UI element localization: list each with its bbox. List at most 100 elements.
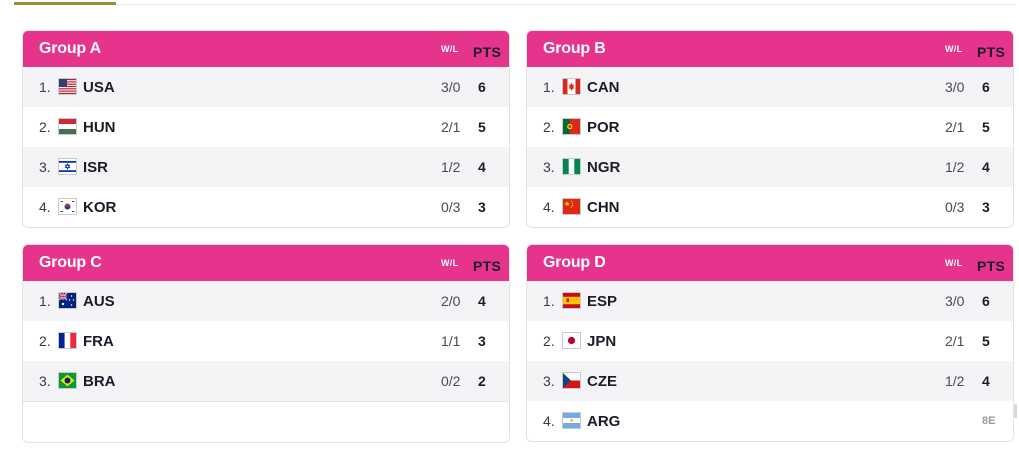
country-code: HUN <box>83 118 116 136</box>
standings-row[interactable]: 3. NGR 1/2 4 <box>527 147 1013 187</box>
standings-row[interactable]: 2. POR 2/1 5 <box>527 107 1013 147</box>
canada-flag-icon <box>562 78 581 95</box>
country-code: CZE <box>587 372 617 390</box>
rank: 3. <box>543 159 555 175</box>
points: 4 <box>982 373 990 389</box>
win-loss: 3/0 <box>945 293 965 309</box>
rank: 1. <box>39 293 51 309</box>
points: 8E <box>982 415 996 427</box>
rank: 2. <box>543 119 555 135</box>
rank: 1. <box>543 79 555 95</box>
country-code: NGR <box>587 158 621 176</box>
wl-column-header: W/L <box>945 258 963 268</box>
pts-column-header: PTS <box>977 44 1006 60</box>
group-header: Group A W/L PTS <box>23 31 509 67</box>
win-loss: 2/1 <box>441 119 461 135</box>
group-a-table: Group A W/L PTS 1. USA 3/0 6 2. HUN 2/1 <box>22 30 510 228</box>
country-code: ARG <box>587 412 621 430</box>
standings-row[interactable]: 2. FRA 1/1 3 <box>23 321 509 361</box>
rank: 1. <box>543 293 555 309</box>
standings-row[interactable]: 4. ARG 8E <box>527 401 1013 441</box>
win-loss: 0/3 <box>945 199 965 215</box>
rank: 4. <box>543 413 555 429</box>
points: 5 <box>982 333 990 349</box>
standings-row[interactable]: 1. CAN 3/0 6 <box>527 67 1013 107</box>
points: 5 <box>478 119 486 135</box>
points: 5 <box>982 119 990 135</box>
loading-fade-overlay <box>773 401 1013 441</box>
standings-row[interactable]: 1. AUS 2/0 4 <box>23 281 509 321</box>
points: 6 <box>982 293 990 309</box>
pts-column-header: PTS <box>473 44 502 60</box>
win-loss: 1/2 <box>945 373 965 389</box>
standings-row[interactable]: 3. CZE 1/2 4 <box>527 361 1013 401</box>
wl-column-header: W/L <box>441 44 459 54</box>
czechia-flag-icon <box>562 372 581 389</box>
tab-bar <box>0 0 1019 6</box>
win-loss: 2/0 <box>441 293 461 309</box>
japan-flag-icon <box>562 332 581 349</box>
rank: 4. <box>543 199 555 215</box>
country-code: ISR <box>83 158 109 176</box>
standings-row[interactable]: 4. KOR 0/3 3 <box>23 187 509 227</box>
standings-row[interactable]: 3. BRA 0/2 2 <box>23 361 509 401</box>
standings-row[interactable]: 3. ISR 1/2 4 <box>23 147 509 187</box>
group-title: Group D <box>543 254 606 271</box>
tab-divider <box>116 4 1016 5</box>
points: 2 <box>478 373 486 389</box>
group-header: Group B W/L PTS <box>527 31 1013 67</box>
standings-row[interactable]: 2. HUN 2/1 5 <box>23 107 509 147</box>
win-loss: 2/1 <box>945 333 965 349</box>
portugal-flag-icon <box>562 118 581 135</box>
rank: 3. <box>543 373 555 389</box>
pts-column-header: PTS <box>473 258 502 274</box>
pts-column-header: PTS <box>977 258 1006 274</box>
usa-flag-icon <box>58 78 77 95</box>
country-code: USA <box>83 78 115 96</box>
country-code: CAN <box>587 78 620 96</box>
win-loss: 1/1 <box>441 333 461 349</box>
spain-flag-icon <box>562 292 581 309</box>
group-title: Group C <box>39 254 102 271</box>
standings-row[interactable]: 4. CHN 0/3 3 <box>527 187 1013 227</box>
country-code: POR <box>587 118 620 136</box>
group-title: Group B <box>543 40 606 57</box>
wl-column-header: W/L <box>441 258 459 268</box>
group-c-table: Group C W/L PTS 1. AUS 2/0 4 2. FRA <box>22 244 510 443</box>
rank: 2. <box>39 119 51 135</box>
israel-flag-icon <box>58 158 77 175</box>
country-code: JPN <box>587 332 617 350</box>
group-header: Group D W/L PTS <box>527 245 1013 281</box>
group-header: Group C W/L PTS <box>23 245 509 281</box>
rank: 1. <box>39 79 51 95</box>
wl-column-header: W/L <box>945 44 963 54</box>
group-d-table: Group D W/L PTS 1. ESP 3/0 6 2. JPN 2/1 … <box>526 244 1014 442</box>
standings-row[interactable]: 1. USA 3/0 6 <box>23 67 509 107</box>
win-loss: 3/0 <box>441 79 461 95</box>
korea-flag-icon <box>58 198 77 215</box>
points: 3 <box>478 199 486 215</box>
win-loss: 3/0 <box>945 79 965 95</box>
rank: 4. <box>39 199 51 215</box>
standings-row[interactable]: 1. ESP 3/0 6 <box>527 281 1013 321</box>
win-loss: 1/2 <box>945 159 965 175</box>
win-loss: 1/2 <box>441 159 461 175</box>
group-title: Group A <box>39 40 101 57</box>
country-code: CHN <box>587 198 620 216</box>
points: 3 <box>478 333 486 349</box>
country-code: ESP <box>587 292 618 310</box>
group-b-table: Group B W/L PTS 1. CAN 3/0 6 2. POR 2/1 … <box>526 30 1014 228</box>
points: 6 <box>982 79 990 95</box>
standings-row[interactable]: 2. JPN 2/1 5 <box>527 321 1013 361</box>
china-flag-icon <box>562 198 581 215</box>
country-code: KOR <box>83 198 117 216</box>
active-tab-indicator <box>14 2 116 5</box>
empty-row <box>23 401 509 442</box>
points: 3 <box>982 199 990 215</box>
points: 4 <box>478 159 486 175</box>
france-flag-icon <box>58 332 77 349</box>
australia-flag-icon <box>58 292 77 309</box>
country-code: FRA <box>83 332 114 350</box>
points: 4 <box>478 293 486 309</box>
rank: 3. <box>39 159 51 175</box>
